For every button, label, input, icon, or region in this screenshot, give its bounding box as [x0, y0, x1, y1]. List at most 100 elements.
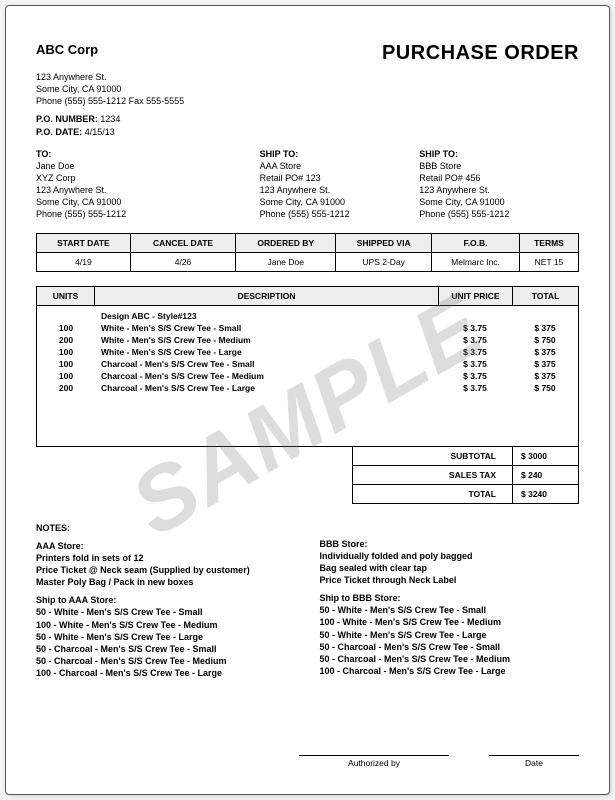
item-price: $ 3.75	[438, 322, 512, 334]
item-units: 100	[37, 346, 95, 358]
items-table: UNITS DESCRIPTION UNIT PRICE TOTAL Desig…	[36, 286, 579, 447]
aaa-l2: Price Ticket @ Neck seam (Supplied by cu…	[36, 564, 296, 576]
po-block: P.O. NUMBER: 1234 P.O. DATE: 4/15/13	[36, 113, 579, 137]
bbb-s1: 50 - White - Men's S/S Crew Tee - Small	[320, 604, 580, 616]
item-price: $ 3.75	[438, 382, 512, 394]
to-addr2: Some City, CA 91000	[36, 196, 260, 208]
items-h-units: UNITS	[37, 286, 95, 305]
item-units: 100	[37, 370, 95, 382]
to-company: XYZ Corp	[36, 172, 260, 184]
company-phonefax: Phone (555) 555-1212 Fax 555-5555	[36, 95, 579, 107]
item-units: 200	[37, 382, 95, 394]
shipto-1-name: AAA Store	[260, 160, 420, 172]
item-desc: Design ABC - Style#123	[95, 310, 438, 322]
shipto-1-block: SHIP TO: AAA Store Retail PO# 123 123 An…	[260, 148, 420, 221]
item-desc	[95, 394, 438, 406]
grid-h-start: START DATE	[37, 233, 131, 252]
shipto-1-po: Retail PO# 123	[260, 172, 420, 184]
item-total	[512, 418, 578, 430]
aaa-l1: Printers fold in sets of 12	[36, 552, 296, 564]
items-h-desc: DESCRIPTION	[95, 286, 439, 305]
item-line	[37, 430, 578, 442]
subtotal-label: SUBTOTAL	[353, 446, 513, 465]
shipto-1-addr1: 123 Anywhere St.	[260, 184, 420, 196]
signature-date: Date	[489, 755, 579, 768]
item-price	[438, 406, 512, 418]
item-desc	[95, 430, 438, 442]
total-label: TOTAL	[353, 484, 513, 503]
item-units	[37, 406, 95, 418]
item-total: $ 375	[512, 358, 578, 370]
notes-heading: NOTES:	[36, 522, 296, 534]
bbb-l3: Price Ticket through Neck Label	[320, 574, 580, 586]
po-date: 4/15/13	[85, 127, 115, 137]
notes-right: BBB Store: Individually folded and poly …	[320, 522, 580, 680]
shipto-2-label: SHIP TO:	[419, 148, 579, 160]
company-address: 123 Anywhere St. Some City, CA 91000 Pho…	[36, 71, 579, 107]
subtotal-value: $ 3000	[513, 446, 579, 465]
po-number: 1234	[100, 114, 120, 124]
item-line	[37, 418, 578, 430]
item-total: $ 375	[512, 346, 578, 358]
item-desc: Charcoal - Men's S/S Crew Tee - Medium	[95, 370, 438, 382]
item-line: 100Charcoal - Men's S/S Crew Tee - Mediu…	[37, 370, 578, 382]
item-desc: White - Men's S/S Crew Tee - Medium	[95, 334, 438, 346]
aaa-s6: 100 - Charcoal - Men's S/S Crew Tee - La…	[36, 667, 296, 679]
item-units	[37, 394, 95, 406]
item-total	[512, 394, 578, 406]
bbb-l1: Individually folded and poly bagged	[320, 550, 580, 562]
shipto-2-phone: Phone (555) 555-1212	[419, 208, 579, 220]
header: ABC Corp PURCHASE ORDER	[36, 42, 579, 65]
totals-table: SUBTOTAL$ 3000 SALES TAX$ 240 TOTAL$ 324…	[352, 446, 579, 504]
bbb-s3: 50 - White - Men's S/S Crew Tee - Large	[320, 629, 580, 641]
bbb-s4: 50 - Charcoal - Men's S/S Crew Tee - Sma…	[320, 641, 580, 653]
item-price	[438, 310, 512, 322]
grid-v-shipped: UPS 2-Day	[336, 252, 432, 271]
items-h-price: UNIT PRICE	[439, 286, 513, 305]
aaa-s5: 50 - Charcoal - Men's S/S Crew Tee - Med…	[36, 655, 296, 667]
item-price	[438, 394, 512, 406]
item-units	[37, 430, 95, 442]
bbb-l2: Bag sealed with clear tap	[320, 562, 580, 574]
total-value: $ 3240	[513, 484, 579, 503]
item-desc: Charcoal - Men's S/S Crew Tee - Small	[95, 358, 438, 370]
page: SAMPLE ABC Corp PURCHASE ORDER 123 Anywh…	[5, 5, 610, 795]
grid-v-fob: Melmarc Inc.	[432, 252, 520, 271]
item-line	[37, 394, 578, 406]
company-addr2: Some City, CA 91000	[36, 83, 579, 95]
item-total: $ 750	[512, 382, 578, 394]
item-line: 200White - Men's S/S Crew Tee - Medium $ …	[37, 334, 578, 346]
shipto-2-name: BBB Store	[419, 160, 579, 172]
item-units: 100	[37, 358, 95, 370]
item-total: $ 750	[512, 334, 578, 346]
grid-v-ordered: Jane Doe	[236, 252, 336, 271]
item-total	[512, 310, 578, 322]
aaa-s1: 50 - White - Men's S/S Crew Tee - Small	[36, 606, 296, 618]
grid-h-fob: F.O.B.	[432, 233, 520, 252]
item-desc	[95, 418, 438, 430]
item-line: 100White - Men's S/S Crew Tee - Large $ 3…	[37, 346, 578, 358]
grid-v-terms: NET 15	[519, 252, 578, 271]
to-block: TO: Jane Doe XYZ Corp 123 Anywhere St. S…	[36, 148, 260, 221]
item-total	[512, 430, 578, 442]
shipto-1-addr2: Some City, CA 91000	[260, 196, 420, 208]
signature-auth: Authorized by	[299, 755, 449, 768]
to-label: TO:	[36, 148, 260, 160]
item-units: 200	[37, 334, 95, 346]
po-date-label: P.O. DATE:	[36, 127, 82, 137]
grid-h-ordered: ORDERED BY	[236, 233, 336, 252]
item-line: 200Charcoal - Men's S/S Crew Tee - Large…	[37, 382, 578, 394]
po-number-label: P.O. NUMBER:	[36, 114, 98, 124]
shipto-1-label: SHIP TO:	[260, 148, 420, 160]
item-price	[438, 430, 512, 442]
item-desc: White - Men's S/S Crew Tee - Large	[95, 346, 438, 358]
notes-section: NOTES: AAA Store: Printers fold in sets …	[36, 522, 579, 680]
item-line	[37, 406, 578, 418]
shipto-2-addr2: Some City, CA 91000	[419, 196, 579, 208]
item-desc: White - Men's S/S Crew Tee - Small	[95, 322, 438, 334]
info-grid: START DATE CANCEL DATE ORDERED BY SHIPPE…	[36, 233, 579, 272]
aaa-s3: 50 - White - Men's S/S Crew Tee - Large	[36, 631, 296, 643]
address-columns: TO: Jane Doe XYZ Corp 123 Anywhere St. S…	[36, 148, 579, 221]
shipto-1-phone: Phone (555) 555-1212	[260, 208, 420, 220]
shipto-2-addr1: 123 Anywhere St.	[419, 184, 579, 196]
